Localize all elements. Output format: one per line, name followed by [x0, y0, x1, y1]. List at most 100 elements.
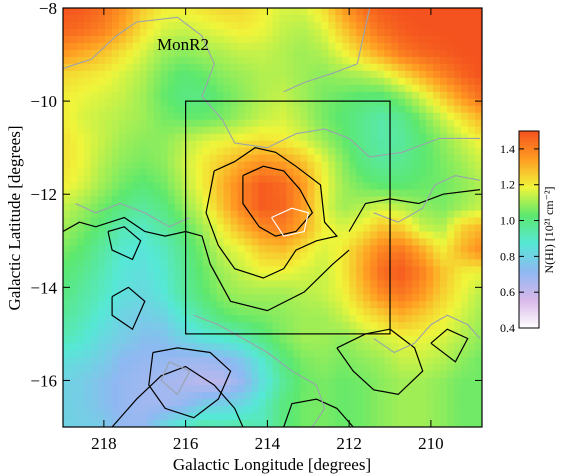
- heatmap-cell: [391, 287, 399, 295]
- heatmap-cell: [293, 322, 302, 330]
- heatmap-cell: [447, 343, 455, 351]
- heatmap-cell: [202, 252, 211, 260]
- heatmap-cell: [300, 182, 309, 191]
- heatmap-cell: [349, 245, 357, 254]
- heatmap-cell: [132, 63, 141, 72]
- heatmap-cell: [63, 112, 71, 121]
- heatmap-cell: [83, 301, 92, 309]
- heatmap-cell: [349, 210, 357, 219]
- heatmap-cell: [468, 168, 476, 177]
- heatmap-cell: [174, 42, 183, 51]
- heatmap-cell: [272, 231, 281, 240]
- heatmap-cell: [97, 133, 106, 142]
- heatmap-cell: [398, 378, 406, 386]
- heatmap-cell: [90, 203, 99, 212]
- heatmap-cell: [258, 280, 267, 288]
- heatmap-cell: [83, 294, 92, 302]
- heatmap-cell: [174, 112, 183, 121]
- heatmap-cell: [167, 301, 176, 309]
- heatmap-cell: [125, 168, 134, 177]
- heatmap-cell: [237, 252, 246, 260]
- heatmap-cell: [258, 231, 267, 240]
- heatmap-cell: [454, 259, 462, 267]
- heatmap-cell: [223, 91, 232, 100]
- heatmap-cell: [237, 77, 246, 86]
- heatmap-cell: [188, 322, 197, 330]
- heatmap-cell: [342, 21, 350, 30]
- heatmap-cell: [314, 322, 322, 330]
- heatmap-cell: [328, 35, 336, 44]
- heatmap-cell: [244, 91, 253, 100]
- heatmap-cell: [412, 399, 420, 407]
- heatmap-cell: [104, 105, 113, 114]
- heatmap-cell: [398, 35, 406, 44]
- heatmap-cell: [188, 98, 197, 107]
- heatmap-cell: [461, 84, 469, 93]
- heatmap-cell: [97, 154, 106, 163]
- heatmap-cell: [328, 287, 336, 295]
- heatmap-cell: [384, 385, 392, 393]
- heatmap-cell: [237, 175, 246, 184]
- heatmap-cell: [118, 175, 127, 184]
- heatmap-cell: [230, 343, 239, 351]
- heatmap-cell: [139, 161, 148, 170]
- heatmap-cell: [440, 168, 448, 177]
- heatmap-cell: [174, 84, 183, 93]
- heatmap-cell: [216, 28, 225, 37]
- heatmap-cell: [433, 21, 441, 30]
- heatmap-cell: [426, 245, 434, 254]
- heatmap-cell: [83, 49, 92, 58]
- heatmap-cell: [461, 329, 469, 337]
- heatmap-cell: [63, 252, 71, 260]
- heatmap-cell: [111, 385, 120, 393]
- heatmap-cell: [125, 140, 134, 149]
- heatmap-cell: [258, 420, 267, 427]
- heatmap-cell: [475, 140, 482, 149]
- heatmap-cell: [237, 371, 246, 379]
- heatmap-cell: [433, 336, 441, 344]
- heatmap-cell: [300, 140, 309, 149]
- heatmap-cell: [468, 8, 476, 16]
- heatmap-cell: [335, 238, 343, 247]
- heatmap-cell: [419, 343, 427, 351]
- heatmap-cell: [321, 182, 329, 191]
- heatmap-cell: [83, 77, 92, 86]
- heatmap-cell: [251, 406, 260, 414]
- heatmap-cell: [412, 70, 420, 79]
- heatmap-cell: [97, 217, 106, 226]
- heatmap-cell: [111, 329, 120, 337]
- heatmap-cell: [209, 259, 218, 267]
- heatmap-cell: [251, 105, 260, 114]
- heatmap-cell: [202, 392, 211, 400]
- heatmap-cell: [174, 294, 183, 302]
- heatmap-cell: [216, 168, 225, 177]
- heatmap-cell: [272, 56, 281, 65]
- heatmap-cell: [419, 252, 427, 260]
- heatmap-cell: [195, 196, 204, 205]
- heatmap-cell: [188, 8, 197, 16]
- heatmap-cell: [321, 203, 329, 212]
- heatmap-cell: [181, 56, 190, 65]
- heatmap-cell: [244, 378, 253, 386]
- heatmap-cell: [90, 273, 99, 281]
- heatmap-cell: [475, 217, 482, 226]
- heatmap-cell: [300, 35, 309, 44]
- heatmap-cell: [125, 147, 134, 156]
- heatmap-cell: [237, 287, 246, 295]
- heatmap-cell: [118, 336, 127, 344]
- heatmap-cell: [405, 413, 413, 421]
- heatmap-cell: [321, 266, 329, 274]
- heatmap-cell: [118, 217, 127, 226]
- heatmap-cell: [356, 252, 364, 260]
- heatmap-cell: [188, 56, 197, 65]
- heatmap-cell: [258, 119, 267, 128]
- heatmap-cell: [328, 420, 336, 427]
- heatmap-cell: [293, 14, 302, 23]
- heatmap-cell: [90, 147, 99, 156]
- heatmap-cell: [433, 126, 441, 135]
- heatmap-cell: [83, 98, 92, 107]
- heatmap-cell: [230, 399, 239, 407]
- heatmap-cell: [356, 175, 364, 184]
- heatmap-cell: [195, 70, 204, 79]
- heatmap-cell: [475, 343, 482, 351]
